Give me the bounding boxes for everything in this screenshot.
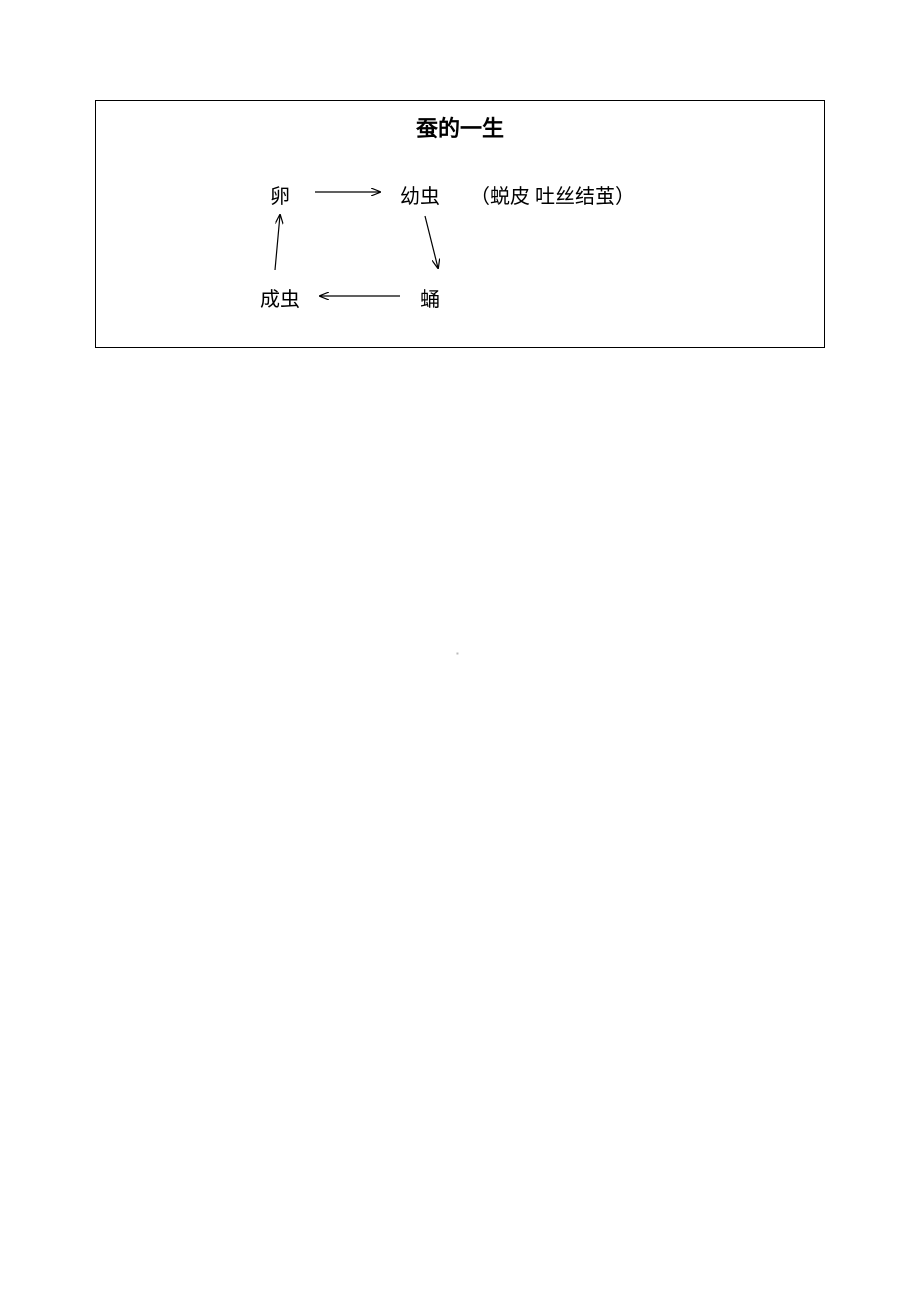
- annotation-larva-notes: （蜕皮 吐丝结茧）: [470, 180, 635, 209]
- node-egg: 卵: [270, 180, 290, 209]
- diagram-container: 蚕的一生: [95, 100, 825, 348]
- node-adult: 成虫: [260, 283, 300, 312]
- node-pupa: 蛹: [420, 283, 440, 312]
- page-mark: ▪: [456, 649, 459, 658]
- node-larva: 幼虫: [400, 180, 440, 209]
- diagram-title: 蚕的一生: [96, 111, 824, 143]
